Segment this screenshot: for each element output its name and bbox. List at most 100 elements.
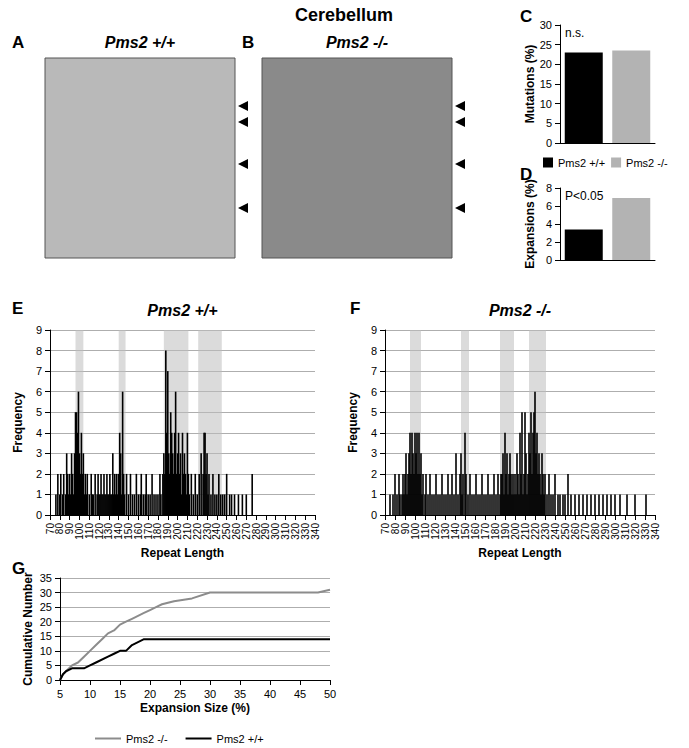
svg-text:5: 5	[36, 406, 42, 418]
svg-text:F: F	[350, 299, 360, 318]
svg-text:6: 6	[371, 386, 377, 398]
svg-text:Pms2 -/-: Pms2 -/-	[489, 302, 551, 319]
svg-text:10: 10	[84, 688, 96, 700]
svg-text:B: B	[242, 33, 254, 52]
svg-text:170: 170	[142, 523, 154, 540]
svg-text:P<0.05: P<0.05	[565, 189, 604, 203]
svg-text:Pms2 +/+: Pms2 +/+	[147, 302, 217, 319]
svg-text:E: E	[12, 299, 23, 318]
svg-text:2: 2	[546, 236, 552, 248]
svg-text:5: 5	[46, 659, 52, 671]
svg-text:9: 9	[371, 324, 377, 336]
svg-text:40: 40	[264, 688, 276, 700]
svg-text:7: 7	[371, 365, 377, 377]
svg-text:6: 6	[546, 200, 552, 212]
svg-text:Expansion Size (%): Expansion Size (%)	[140, 701, 250, 715]
svg-text:5: 5	[546, 117, 552, 129]
svg-text:20: 20	[540, 58, 552, 70]
svg-text:300: 300	[270, 523, 282, 540]
svg-text:3: 3	[371, 447, 377, 459]
svg-text:G: G	[12, 559, 26, 578]
svg-text:130: 130	[103, 523, 115, 540]
svg-text:25: 25	[174, 688, 186, 700]
svg-text:2: 2	[36, 468, 42, 480]
svg-text:220: 220	[191, 523, 203, 540]
svg-text:25: 25	[40, 601, 52, 613]
svg-text:230: 230	[201, 523, 213, 540]
svg-text:Frequency: Frequency	[346, 392, 360, 453]
svg-text:290: 290	[260, 523, 272, 540]
svg-text:160: 160	[132, 523, 144, 540]
svg-text:35: 35	[234, 688, 246, 700]
svg-text:9: 9	[36, 324, 42, 336]
svg-text:Cerebellum: Cerebellum	[295, 5, 393, 25]
svg-text:Pms2 +/+: Pms2 +/+	[105, 34, 175, 51]
svg-text:1: 1	[371, 488, 377, 500]
svg-text:200: 200	[172, 523, 184, 540]
svg-text:Mutations (%): Mutations (%)	[523, 45, 537, 124]
svg-text:Repeat Length: Repeat Length	[141, 546, 224, 560]
svg-text:120: 120	[93, 523, 105, 540]
svg-text:Pms2 -/-: Pms2 -/-	[626, 157, 668, 169]
svg-text:n.s.: n.s.	[565, 26, 584, 40]
svg-text:D: D	[520, 165, 533, 184]
svg-text:30: 30	[204, 688, 216, 700]
svg-text:45: 45	[294, 688, 306, 700]
svg-text:190: 190	[162, 523, 174, 540]
svg-text:340: 340	[650, 523, 661, 540]
svg-text:0: 0	[546, 137, 552, 149]
svg-text:4: 4	[546, 218, 552, 230]
svg-text:7: 7	[36, 365, 42, 377]
svg-text:90: 90	[64, 523, 76, 535]
svg-text:180: 180	[152, 523, 164, 540]
svg-text:8: 8	[546, 182, 552, 194]
svg-text:340: 340	[310, 523, 321, 540]
svg-text:2: 2	[371, 468, 377, 480]
svg-text:30: 30	[540, 19, 552, 31]
svg-text:140: 140	[113, 523, 125, 540]
svg-text:280: 280	[250, 523, 262, 540]
svg-text:20: 20	[40, 616, 52, 628]
svg-text:30: 30	[40, 587, 52, 599]
svg-text:Expansions (%): Expansions (%)	[523, 179, 537, 268]
svg-text:5: 5	[57, 688, 63, 700]
svg-text:50: 50	[324, 688, 336, 700]
svg-text:35: 35	[40, 572, 52, 584]
svg-text:25: 25	[540, 39, 552, 51]
svg-text:15: 15	[40, 630, 52, 642]
svg-text:110: 110	[83, 523, 95, 539]
svg-text:8: 8	[371, 345, 377, 357]
svg-text:Pms2 -/-: Pms2 -/-	[126, 733, 168, 745]
svg-text:A: A	[12, 33, 24, 52]
svg-text:0: 0	[46, 674, 52, 686]
svg-text:100: 100	[73, 523, 85, 540]
svg-text:20: 20	[144, 688, 156, 700]
svg-text:4: 4	[371, 427, 377, 439]
svg-text:3: 3	[36, 447, 42, 459]
svg-text:15: 15	[114, 688, 126, 700]
svg-text:Repeat Length: Repeat Length	[478, 546, 561, 560]
svg-text:210: 210	[181, 523, 193, 540]
svg-text:15: 15	[540, 78, 552, 90]
svg-text:0: 0	[546, 254, 552, 266]
svg-text:6: 6	[36, 386, 42, 398]
svg-text:0: 0	[371, 509, 377, 521]
svg-text:10: 10	[540, 98, 552, 110]
svg-text:80: 80	[54, 523, 66, 535]
svg-text:0: 0	[36, 509, 42, 521]
svg-text:C: C	[520, 7, 532, 26]
svg-text:250: 250	[221, 523, 233, 540]
svg-text:Pms2 +/+: Pms2 +/+	[217, 733, 264, 745]
svg-text:Pms2 -/-: Pms2 -/-	[326, 34, 388, 51]
svg-text:4: 4	[36, 427, 42, 439]
svg-text:270: 270	[240, 523, 252, 540]
svg-text:240: 240	[211, 523, 223, 540]
svg-text:Pms2 +/+: Pms2 +/+	[558, 157, 605, 169]
svg-text:1: 1	[36, 488, 42, 500]
svg-text:10: 10	[40, 645, 52, 657]
svg-text:70: 70	[44, 523, 56, 535]
svg-text:5: 5	[371, 406, 377, 418]
svg-text:8: 8	[36, 345, 42, 357]
svg-text:Frequency: Frequency	[11, 392, 25, 453]
svg-text:Cumulative Number: Cumulative Number	[21, 572, 35, 686]
